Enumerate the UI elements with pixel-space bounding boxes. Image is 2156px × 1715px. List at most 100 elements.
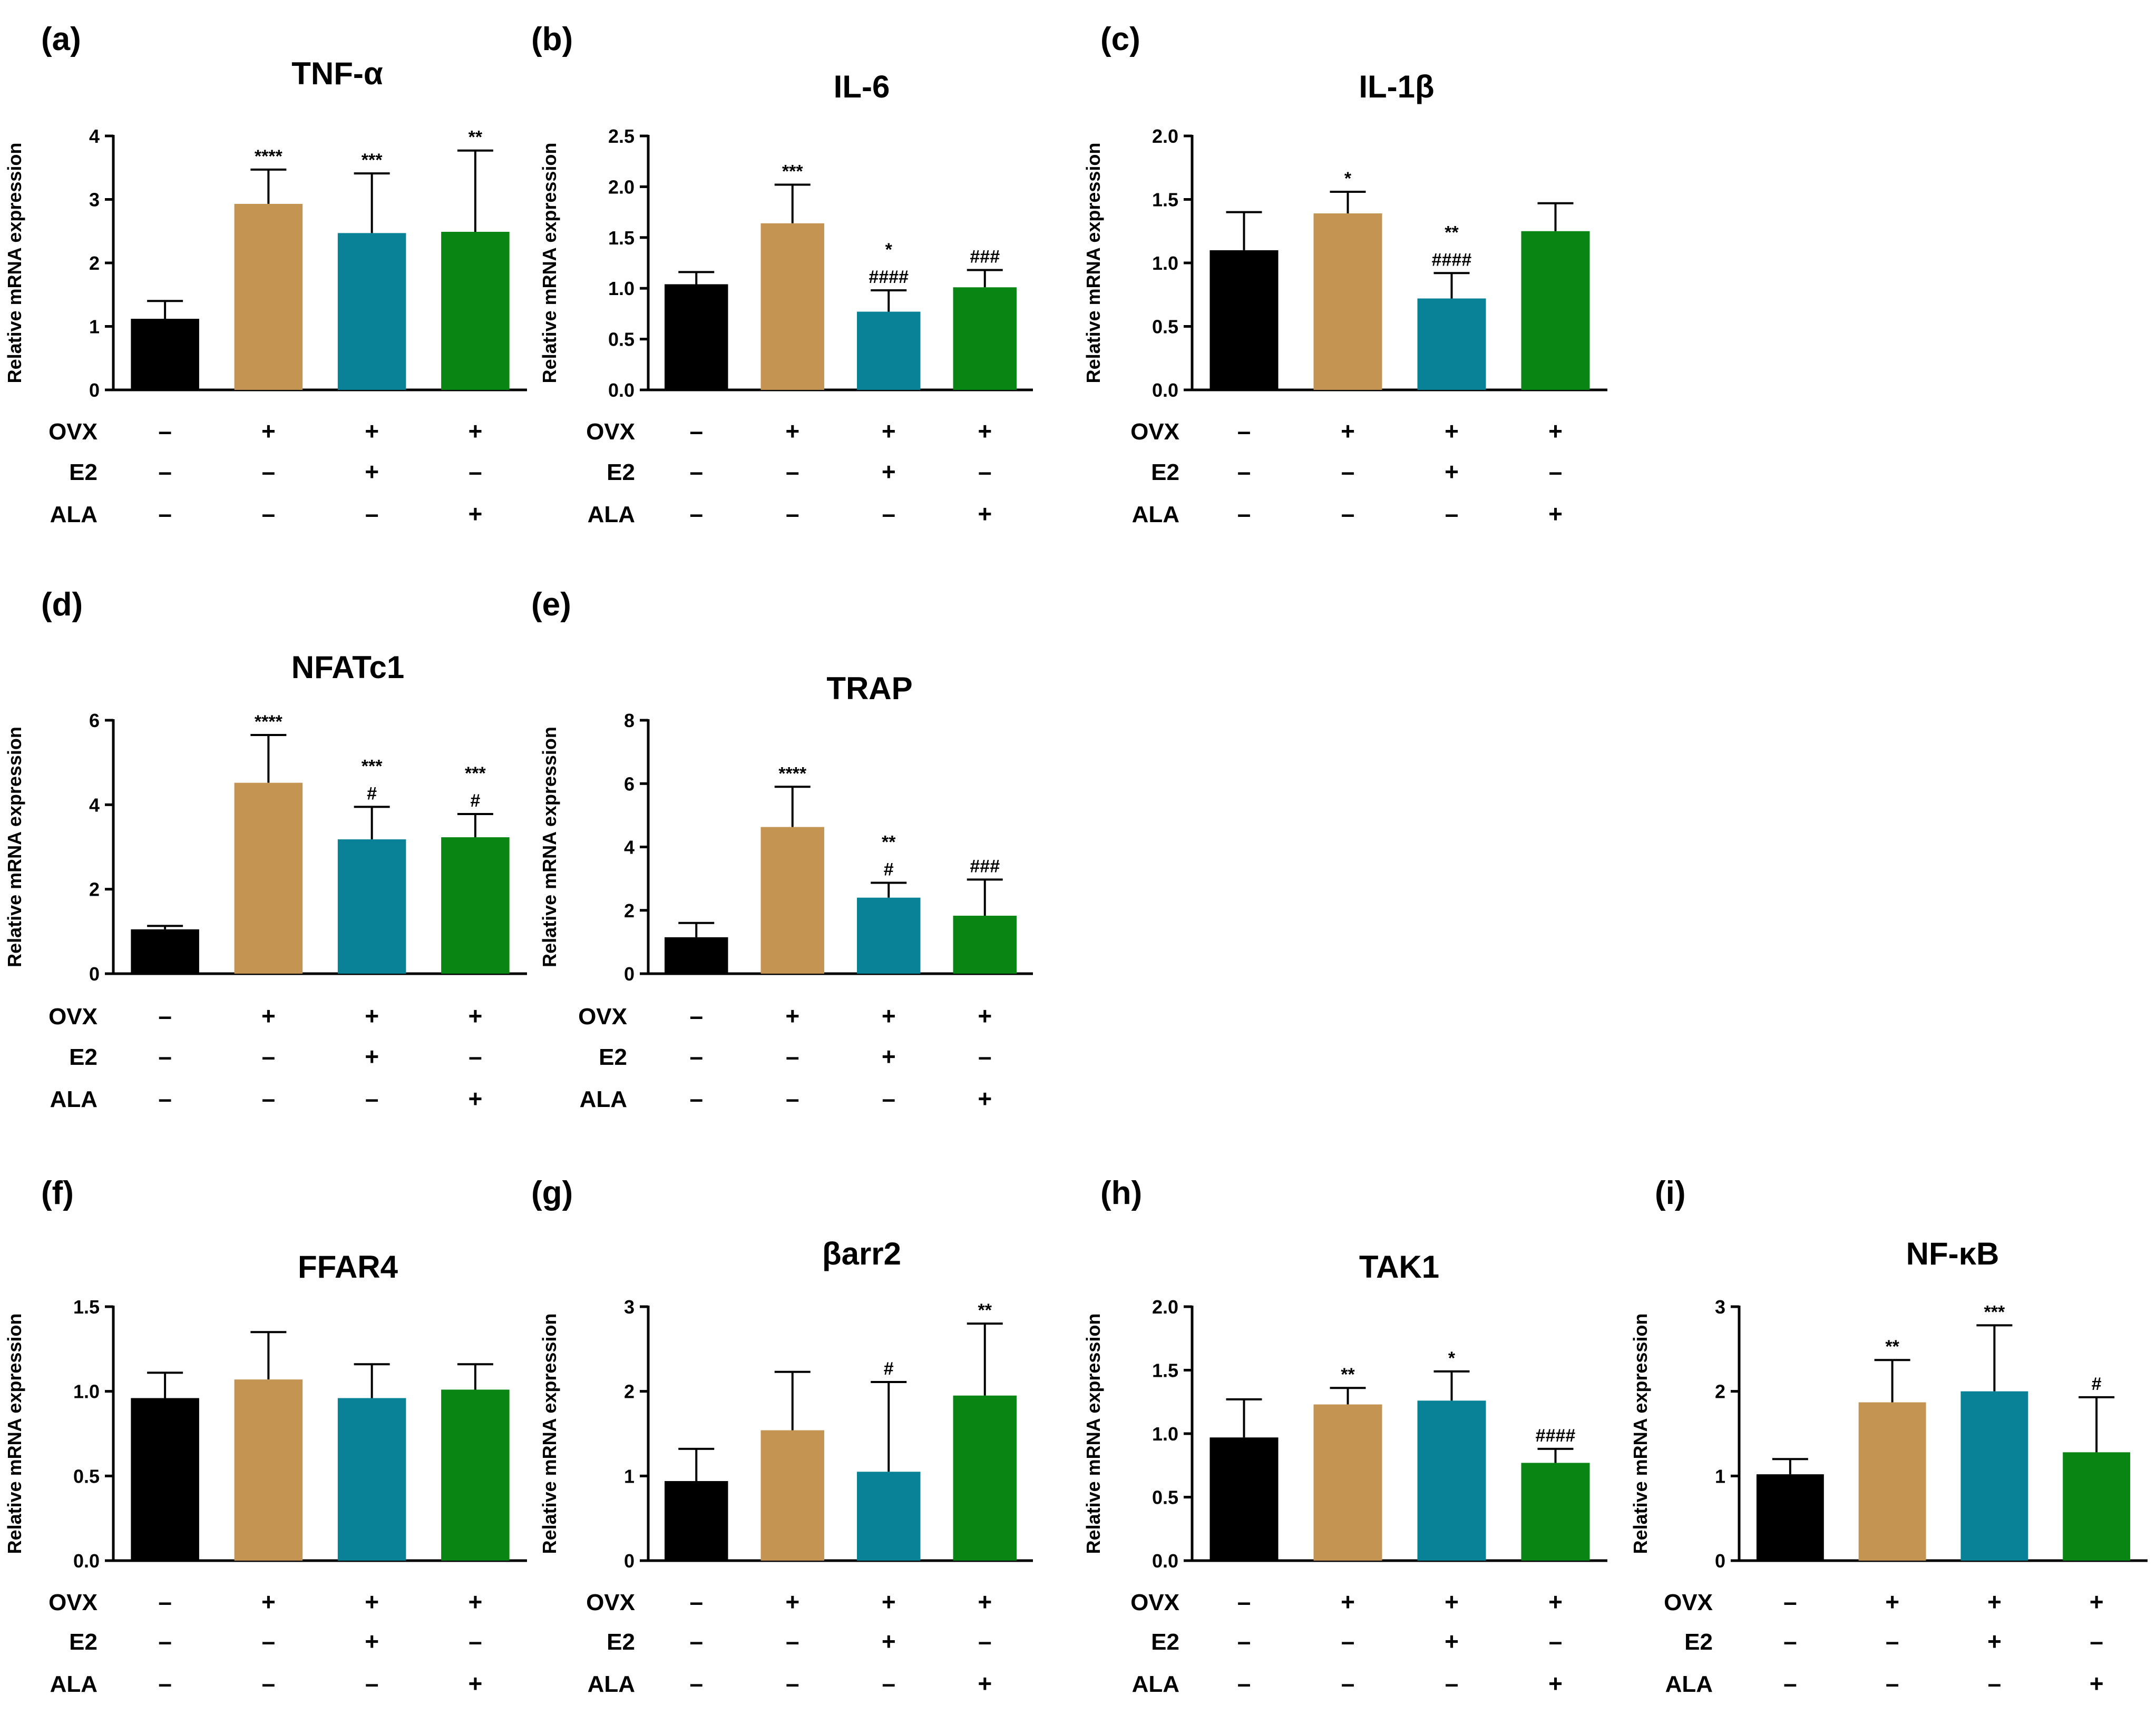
significance-annotation: *: [1448, 1348, 1456, 1368]
group-sign: –: [1783, 1588, 1797, 1615]
hash-annotation: #: [884, 1359, 894, 1379]
group-row-label: E2: [599, 1044, 627, 1070]
bar: [234, 203, 303, 390]
y-tick-label: 0.5: [1152, 1487, 1178, 1508]
y-tick-label: 1.5: [73, 1296, 100, 1318]
hash-annotation: ####: [1432, 250, 1472, 270]
group-sign: –: [158, 1628, 172, 1655]
y-tick-label: 2: [89, 252, 100, 274]
bar: [441, 837, 510, 974]
group-sign: –: [158, 1085, 172, 1112]
group-sign: +: [882, 458, 896, 485]
group-sign: +: [1548, 1588, 1563, 1615]
group-sign: +: [1987, 1588, 2002, 1615]
group-row-label: E2: [607, 1629, 635, 1655]
bar: [857, 897, 921, 974]
group-sign: –: [158, 1043, 172, 1070]
bar: [760, 827, 824, 974]
panel-label: (a): [41, 21, 81, 57]
chart-panel-2: (b) IL-6 Relative mRNA expression 0.0 0.5 1.0…: [531, 21, 1033, 527]
significance-annotation: **: [1445, 222, 1459, 242]
bar: [1209, 1437, 1279, 1561]
group-sign: –: [689, 500, 703, 527]
group-row-label: OVX: [578, 1004, 627, 1030]
y-tick-label: 1.0: [73, 1381, 100, 1403]
bar: [857, 311, 921, 390]
group-row-label: OVX: [586, 419, 635, 445]
group-sign: –: [262, 1628, 276, 1655]
group-sign: –: [689, 1588, 703, 1615]
y-tick-label: 0.0: [1152, 379, 1178, 401]
group-row-label: E2: [607, 459, 635, 485]
group-sign: +: [978, 417, 992, 445]
group-sign: –: [469, 1628, 482, 1655]
group-sign: +: [261, 417, 276, 445]
chart-panel-3: (c) IL-1β Relative mRNA expression 0.0 0.5 1.…: [1082, 21, 1607, 527]
hash-annotation: ###: [970, 247, 1000, 267]
y-tick-label: 2.5: [608, 125, 635, 147]
y-tick-label: 8: [624, 710, 635, 731]
group-sign: +: [468, 1002, 482, 1030]
group-row-label: ALA: [1132, 502, 1179, 527]
y-tick-label: 2: [1715, 1381, 1725, 1403]
group-sign: –: [1237, 417, 1251, 445]
group-sign: +: [785, 1002, 799, 1030]
group-sign: –: [786, 1670, 799, 1697]
group-sign: –: [262, 1670, 276, 1697]
group-sign: –: [786, 1628, 799, 1655]
bar: [665, 937, 728, 974]
y-axis-label: Relative mRNA expression: [1630, 1314, 1651, 1554]
group-sign: –: [262, 458, 276, 485]
group-sign: –: [1237, 458, 1251, 485]
panel-label: (i): [1655, 1175, 1686, 1211]
significance-annotation: **: [1885, 1337, 1899, 1357]
group-row-label: E2: [69, 459, 97, 485]
y-tick-label: 4: [89, 125, 100, 147]
y-tick-label: 1: [1715, 1465, 1725, 1487]
group-sign: –: [1886, 1628, 1899, 1655]
group-sign: –: [365, 1670, 379, 1697]
bar: [1521, 231, 1590, 390]
group-sign: –: [1237, 1588, 1251, 1615]
bar: [760, 223, 824, 390]
chart-title: IL-1β: [1359, 69, 1434, 104]
y-tick-label: 0: [624, 1550, 635, 1572]
group-sign: –: [158, 1002, 172, 1030]
bar: [1209, 250, 1279, 390]
chart-title: NFATc1: [291, 650, 404, 685]
hash-annotation: #: [470, 791, 480, 811]
y-axis-label: Relative mRNA expression: [4, 727, 25, 967]
group-sign: –: [882, 500, 895, 527]
y-tick-label: 2.0: [1152, 125, 1178, 147]
chart-title: TNF-α: [291, 56, 383, 91]
group-sign: –: [786, 458, 799, 485]
group-row-label: ALA: [50, 502, 97, 527]
group-sign: +: [468, 1670, 482, 1697]
significance-annotation: *: [1344, 169, 1352, 189]
y-axis-label: Relative mRNA expression: [539, 727, 560, 967]
y-tick-label: 2.0: [608, 176, 635, 198]
group-row-label: OVX: [48, 1590, 97, 1615]
y-axis-label: Relative mRNA expression: [4, 1314, 25, 1554]
hash-annotation: #: [884, 859, 894, 879]
group-row-label: ALA: [588, 502, 635, 527]
group-sign: –: [158, 500, 172, 527]
y-tick-label: 2: [624, 1381, 635, 1403]
group-sign: +: [365, 1628, 379, 1655]
y-tick-label: 0: [89, 379, 100, 401]
group-sign: –: [1886, 1670, 1899, 1697]
group-sign: –: [469, 1043, 482, 1070]
group-sign: +: [468, 500, 482, 527]
chart-title: FFAR4: [298, 1249, 398, 1285]
group-sign: –: [978, 1043, 992, 1070]
bar: [131, 319, 199, 390]
bar: [665, 1481, 728, 1561]
panel-label: (h): [1100, 1175, 1142, 1211]
bar: [1417, 1400, 1486, 1561]
bar: [2063, 1452, 2131, 1561]
group-sign: +: [882, 417, 896, 445]
group-sign: –: [1988, 1670, 2002, 1697]
group-sign: +: [882, 1588, 896, 1615]
significance-annotation: ***: [465, 763, 486, 783]
